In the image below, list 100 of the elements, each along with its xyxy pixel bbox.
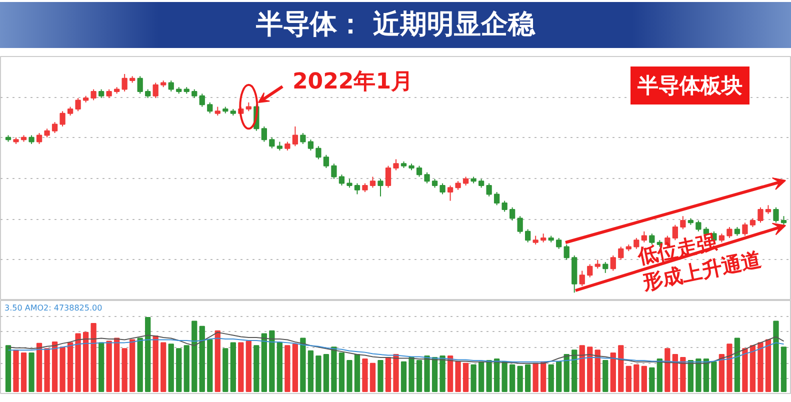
bar <box>168 344 174 392</box>
bar <box>400 361 407 392</box>
candlestick <box>742 222 748 236</box>
bar <box>556 361 562 392</box>
candlestick <box>393 158 399 171</box>
candlestick <box>308 139 314 152</box>
candlestick <box>696 220 702 232</box>
bar <box>517 366 523 392</box>
bar <box>20 352 27 392</box>
bar <box>192 320 198 392</box>
candlestick <box>509 206 516 221</box>
bar <box>680 356 686 392</box>
bar <box>462 362 469 392</box>
bar <box>269 330 275 392</box>
candlestick <box>758 206 764 224</box>
candlestick <box>447 184 454 202</box>
candlestick <box>680 216 686 230</box>
bar <box>284 345 290 392</box>
candlestick <box>672 224 678 241</box>
bar <box>122 348 128 392</box>
candlestick <box>726 226 732 238</box>
bar <box>393 354 399 392</box>
candlestick <box>486 182 492 197</box>
bar <box>331 346 337 392</box>
bar <box>618 345 624 392</box>
annotation: 2022年1月 <box>292 70 414 94</box>
bar <box>44 348 50 392</box>
bar <box>222 348 228 392</box>
candlestick <box>641 230 647 243</box>
bar <box>214 330 220 392</box>
candlestick <box>424 172 430 184</box>
bar <box>572 350 578 392</box>
candlestick <box>338 174 345 186</box>
candlestick <box>168 80 174 92</box>
candlestick <box>152 82 158 99</box>
bar <box>696 358 702 392</box>
bar <box>780 346 787 392</box>
bar <box>316 356 322 392</box>
candlestick <box>52 122 58 134</box>
candlestick <box>634 237 640 250</box>
bar <box>548 364 554 392</box>
bar <box>594 350 600 392</box>
annotation: 半导体板块 <box>636 74 742 98</box>
bar <box>385 356 392 392</box>
candlestick <box>649 233 655 246</box>
bar <box>765 339 772 392</box>
candlestick <box>199 93 205 108</box>
candlestick <box>331 163 337 180</box>
candlestick <box>261 126 267 142</box>
bar <box>276 342 283 392</box>
bar <box>734 338 740 392</box>
candlestick <box>269 136 275 149</box>
bar <box>60 346 66 392</box>
bar <box>152 336 158 392</box>
candlestick <box>602 262 608 274</box>
bar <box>75 333 81 392</box>
bar <box>106 340 112 392</box>
candlestick <box>579 270 585 287</box>
bar <box>773 320 779 392</box>
bar <box>649 367 655 392</box>
candlestick <box>525 228 531 243</box>
candlestick <box>494 192 500 206</box>
bar <box>424 356 430 392</box>
bar <box>370 362 376 392</box>
candlestick <box>517 216 523 234</box>
bar <box>346 360 352 392</box>
bar <box>338 352 345 392</box>
bar <box>207 339 213 392</box>
bar <box>634 364 640 392</box>
bar <box>90 322 96 392</box>
bar <box>354 354 360 392</box>
bar <box>67 342 74 392</box>
candlestick <box>378 178 384 197</box>
bar <box>300 338 306 392</box>
bar <box>610 352 616 392</box>
candlestick <box>773 206 779 224</box>
bar <box>579 345 585 392</box>
bar <box>230 342 236 392</box>
candlestick <box>370 176 376 188</box>
bar <box>540 361 546 392</box>
candlestick <box>300 132 306 144</box>
candlestick <box>416 165 422 178</box>
text: 3.50 AMO2: 4738825.00 <box>4 304 102 312</box>
bar <box>254 345 260 392</box>
candlestick <box>564 244 570 260</box>
candlestick <box>90 88 96 101</box>
candlestick <box>292 126 298 147</box>
candlestick <box>75 98 81 112</box>
bar <box>184 345 190 392</box>
bar <box>486 360 492 392</box>
candlestick <box>440 182 446 195</box>
candlestick <box>385 165 392 188</box>
candlestick <box>36 132 42 144</box>
bar <box>602 360 608 392</box>
candlestick <box>618 246 624 260</box>
bar <box>564 354 570 392</box>
bar <box>455 361 461 392</box>
bar <box>750 345 756 392</box>
bar <box>261 333 267 392</box>
candlestick <box>60 110 66 127</box>
